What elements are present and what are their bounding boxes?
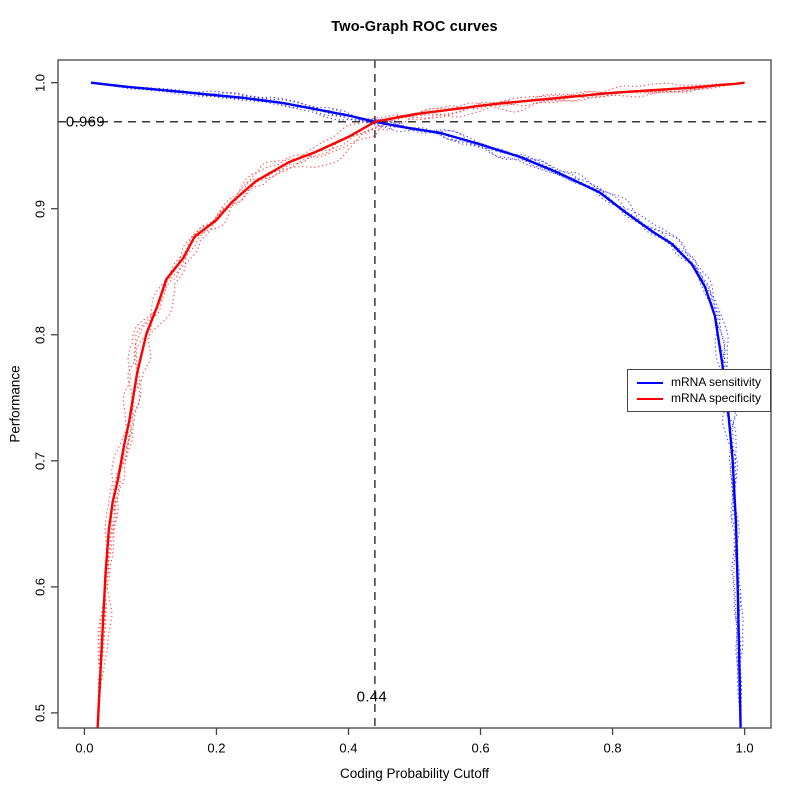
- y-tick-label: 0.9: [32, 199, 48, 218]
- plot-border: [57, 59, 772, 729]
- x-tick-label: 0.2: [207, 740, 226, 756]
- mean-curve-sensitivity: [90, 81, 742, 728]
- x-tick-label: 0.4: [339, 740, 358, 756]
- mean-curve-specificity: [96, 81, 745, 728]
- y-tick-label: 0.8: [32, 325, 48, 344]
- y-tick-label: 0.7: [32, 451, 48, 470]
- legend-label-specificity: mRNA specificity: [671, 391, 762, 405]
- cutoff-performance-label: 0.969: [65, 113, 105, 131]
- x-tick-label: 0.6: [471, 740, 490, 756]
- replicate-curve-specificity: [97, 82, 745, 728]
- replicate-curve-specificity: [97, 82, 745, 728]
- y-axis-title: Performance: [7, 365, 23, 443]
- cutoff-value-label: 0.44: [356, 688, 388, 706]
- x-tick-label: 0.8: [603, 740, 622, 756]
- replicate-curve-specificity: [96, 82, 745, 728]
- legend-label-sensitivity: mRNA sensitivity: [671, 375, 762, 389]
- y-tick-label: 0.5: [32, 703, 48, 722]
- legend-box: mRNA sensitivity mRNA specificity: [627, 369, 771, 412]
- legend-entry-specificity: mRNA specificity: [628, 392, 770, 405]
- x-tick-label: 0.0: [75, 740, 94, 756]
- x-axis-title: Coding Probability Cutoff: [339, 766, 490, 781]
- y-tick-label: 1.0: [32, 73, 48, 92]
- legend-entry-sensitivity: mRNA sensitivity: [628, 376, 770, 389]
- sensitivity-line-icon: [637, 381, 663, 384]
- replicate-curve-sensitivity: [90, 82, 744, 728]
- y-tick-label: 0.6: [32, 577, 48, 596]
- chart-title: Two-Graph ROC curves: [331, 19, 498, 35]
- replicate-curve-sensitivity: [90, 82, 742, 728]
- x-tick-label: 1.0: [735, 740, 754, 756]
- specificity-line-icon: [637, 397, 663, 400]
